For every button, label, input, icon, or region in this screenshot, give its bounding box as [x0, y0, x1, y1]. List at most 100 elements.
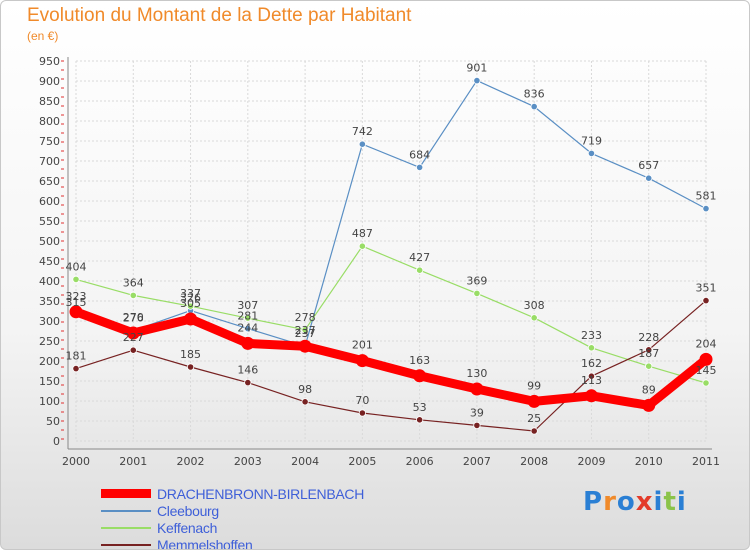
data-label: 836 — [524, 88, 545, 101]
data-point — [355, 354, 369, 368]
legend-item: Memmelshoffen — [101, 536, 364, 549]
data-point — [470, 382, 484, 396]
data-point — [702, 296, 710, 305]
logo-letter: t — [663, 487, 677, 517]
data-point — [530, 314, 538, 322]
data-label: 351 — [696, 282, 717, 295]
data-label: 657 — [638, 159, 659, 172]
x-tick-label: 2001 — [119, 455, 147, 468]
legend-item: DRACHENBRONN-BIRLENBACH — [101, 485, 364, 502]
y-tick-label: 950 — [39, 55, 60, 68]
data-label: 201 — [352, 339, 373, 352]
data-label: 70 — [355, 394, 369, 407]
data-label: 278 — [295, 311, 316, 324]
series-line-2 — [75, 245, 707, 384]
series-line-1 — [75, 79, 707, 347]
data-label: 227 — [123, 331, 144, 344]
y-tick-label: 350 — [39, 295, 60, 308]
y-tick-label: 100 — [39, 395, 60, 408]
data-point — [184, 312, 198, 326]
y-tick-label: 250 — [39, 335, 60, 348]
grid — [75, 60, 707, 442]
logo-letter: i — [676, 487, 687, 517]
data-point — [186, 363, 195, 371]
legend-swatch — [101, 489, 151, 498]
data-label: 684 — [409, 148, 430, 161]
y-tick-label: 650 — [39, 175, 60, 188]
data-label: 228 — [638, 331, 659, 344]
data-point — [584, 389, 598, 403]
data-label: 404 — [66, 260, 87, 273]
x-tick-label: 2004 — [291, 455, 319, 468]
data-label: 146 — [237, 364, 258, 377]
data-point — [72, 364, 80, 373]
legend-swatch — [101, 543, 151, 546]
data-label: 162 — [581, 357, 602, 370]
x-tick-label: 2003 — [234, 455, 262, 468]
legend-swatch — [101, 526, 151, 529]
y-tick-label: 200 — [39, 355, 60, 368]
data-point — [530, 103, 538, 111]
data-label: 185 — [180, 348, 201, 361]
y-tick-label: 50 — [46, 415, 60, 428]
y-tick-label: 550 — [39, 215, 60, 228]
proxiti-logo: Proxiti — [583, 487, 687, 517]
data-point — [301, 326, 309, 334]
data-label: 901 — [466, 62, 487, 75]
data-label: 281 — [237, 310, 258, 323]
data-point — [358, 140, 366, 148]
data-point — [186, 302, 195, 310]
y-tick-label: 300 — [39, 315, 60, 328]
data-label: 237 — [295, 324, 316, 337]
legend-label: Keffenach — [157, 519, 218, 536]
data-label: 305 — [180, 297, 201, 310]
logo-letter: x — [635, 487, 654, 517]
data-label: 237 — [295, 327, 316, 340]
y-tick-label: 900 — [39, 75, 60, 88]
x-tick-label: 2005 — [348, 455, 376, 468]
logo-letter: r — [603, 487, 617, 517]
x-tick-label: 2002 — [177, 455, 205, 468]
x-tick-label: 2007 — [463, 455, 491, 468]
data-point — [702, 205, 710, 213]
data-point — [244, 324, 252, 333]
data-label: 181 — [66, 350, 87, 363]
series-line-0 — [71, 307, 711, 410]
data-point — [587, 372, 596, 380]
unit-label: (en €) — [27, 29, 59, 43]
data-point — [645, 346, 653, 354]
data-point — [244, 314, 252, 322]
y-tick-label: 800 — [39, 115, 60, 128]
data-label: 145 — [696, 364, 717, 377]
data-point — [645, 362, 653, 370]
legend: DRACHENBRONN-BIRLENBACH Cleebourg Keffenac… — [101, 485, 364, 549]
data-point — [129, 346, 137, 354]
legend-swatch — [101, 509, 151, 512]
data-label: 130 — [466, 367, 487, 380]
data-point — [241, 336, 255, 350]
data-point — [530, 427, 538, 435]
data-label: 204 — [696, 337, 717, 350]
data-point — [416, 266, 424, 274]
data-point — [69, 305, 83, 319]
logo-letter: P — [583, 487, 604, 517]
data-label: 364 — [123, 276, 144, 289]
data-label: 315 — [66, 296, 87, 309]
data-label: 337 — [180, 287, 201, 300]
chart-title: Evolution du Montant de la Dette par Hab… — [27, 5, 412, 26]
legend-item: Keffenach — [101, 519, 364, 536]
x-tick-label: 2009 — [577, 455, 605, 468]
axes: 0 50 100 150 200 250 300 350 400 450 500 550 600 650 7… — [39, 55, 720, 468]
series-line-3 — [75, 300, 707, 432]
data-point — [702, 379, 710, 387]
x-tick-label: 2010 — [635, 455, 663, 468]
data-label: 369 — [466, 274, 487, 287]
data-point — [301, 398, 309, 406]
data-point — [642, 398, 656, 412]
data-label: 270 — [123, 311, 144, 324]
x-tick-label: 2008 — [520, 455, 548, 468]
data-point — [473, 289, 481, 297]
data-label: 233 — [581, 329, 602, 342]
y-tick-label: 500 — [39, 235, 60, 248]
